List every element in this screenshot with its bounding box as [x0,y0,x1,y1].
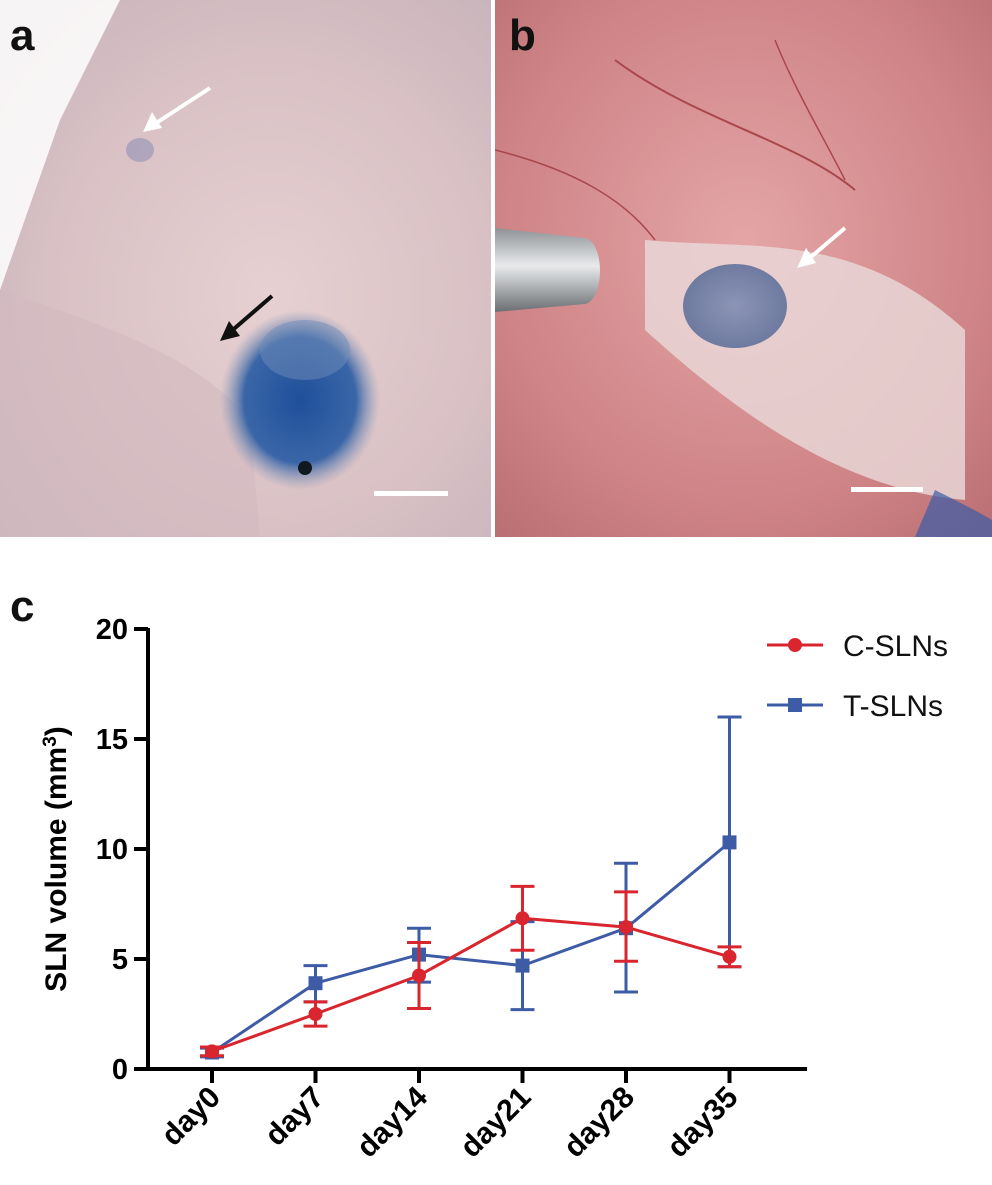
series-line [211,916,730,1053]
panel-a-label: a [10,11,35,60]
y-tick-label: 0 [112,1054,128,1086]
x-tick-label: day14 [350,1080,434,1164]
panel-c-label: c [10,582,34,631]
data-point [412,968,426,983]
x-tick-label: day28 [557,1081,640,1164]
chart-panel-c: c 0 5 10 15 20 SLN volume (mm3) day0 day7 day14 d… [0,537,992,1180]
x-tick-label: day0 [155,1081,227,1153]
photo-panel-b: b [495,0,992,537]
series-line [211,841,731,1054]
series-t-slns [200,715,742,1060]
legend-label: C-SLNs [843,630,948,663]
legend: C-SLNs T-SLNs [767,630,948,723]
data-point [308,1007,323,1021]
legend-marker [788,698,802,712]
legend-label: T-SLNs [843,690,943,723]
x-tick-label: day21 [454,1081,537,1164]
photo-panel-a: a [0,0,491,537]
data-point [722,835,737,850]
photo-a-image [0,0,491,537]
series-layer [200,715,742,1060]
x-tick-label: day35 [661,1081,744,1164]
data-point [205,1044,219,1059]
data-point [619,920,633,935]
series-c-slns [200,884,742,1059]
data-point [515,911,530,926]
panel-b-label: b [509,11,536,60]
photo-b-image [495,0,992,537]
data-point [515,958,530,973]
data-point [722,949,737,964]
legend-marker [788,638,802,652]
y-tick-label: 5 [112,944,128,976]
x-tick-label: day7 [259,1081,331,1153]
y-tick-label: 10 [96,834,128,866]
y-axis-title: SLN volume (mm3) [40,726,74,992]
data-point [308,976,323,991]
y-tick-label: 15 [96,724,128,756]
y-tick-label: 20 [96,614,128,646]
